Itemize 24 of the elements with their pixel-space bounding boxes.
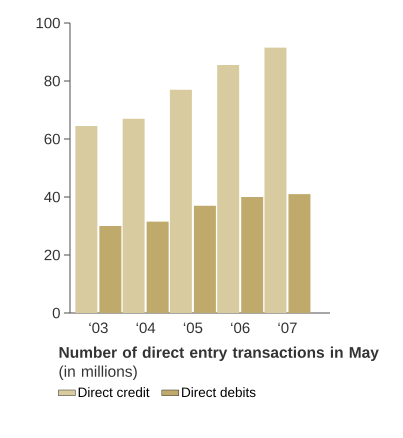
text: Number of direct entry transactions in May (in millions): [59, 346, 379, 380]
bar: [264, 48, 286, 313]
bar: [241, 196, 264, 313]
bar: [99, 226, 122, 313]
y-tick-label: 40: [44, 192, 60, 202]
bar: [217, 65, 240, 313]
legend-label: Direct credit: [78, 387, 150, 398]
bar: [122, 118, 145, 313]
bar: [170, 90, 192, 313]
x-tick-label: ‘03: [89, 322, 108, 334]
x-tick-label: ‘04: [136, 322, 156, 334]
x-tick-label: ‘07: [278, 322, 297, 334]
bar: [75, 126, 98, 313]
bar: [194, 206, 216, 313]
y-tick-label: 20: [44, 250, 60, 260]
bar: [288, 194, 310, 313]
x-tick-label: ‘06: [231, 322, 250, 334]
y-tick-label: 0: [52, 308, 60, 318]
bar: [146, 222, 169, 313]
x-tick-label: ‘05: [184, 322, 202, 334]
y-tick-label: 60: [44, 134, 60, 144]
legend-label: Direct debits: [182, 387, 256, 398]
y-tick-label: 80: [44, 76, 60, 86]
y-tick-label: 100: [36, 18, 60, 28]
